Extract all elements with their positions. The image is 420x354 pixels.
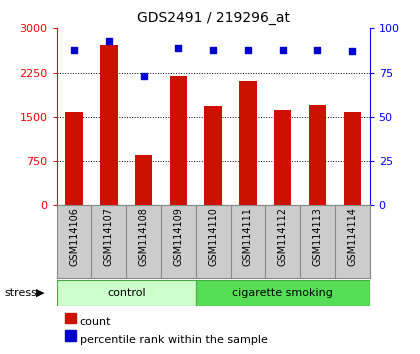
Point xyxy=(210,47,217,52)
Point xyxy=(71,47,77,52)
Text: percentile rank within the sample: percentile rank within the sample xyxy=(80,335,268,345)
Text: ▶: ▶ xyxy=(36,288,44,298)
Title: GDS2491 / 219296_at: GDS2491 / 219296_at xyxy=(136,11,290,24)
Bar xyxy=(135,155,152,205)
FancyBboxPatch shape xyxy=(57,280,196,306)
Text: GSM114112: GSM114112 xyxy=(278,207,288,267)
Bar xyxy=(239,81,257,205)
Point xyxy=(140,73,147,79)
Bar xyxy=(274,110,291,205)
Text: GSM114111: GSM114111 xyxy=(243,207,253,266)
Text: GSM114106: GSM114106 xyxy=(69,207,79,266)
Point xyxy=(349,48,356,54)
Bar xyxy=(100,45,118,205)
Point xyxy=(314,47,321,52)
Text: control: control xyxy=(107,288,146,298)
Text: stress: stress xyxy=(4,288,37,298)
Text: GSM114108: GSM114108 xyxy=(139,207,149,266)
Text: GSM114107: GSM114107 xyxy=(104,207,114,267)
Point xyxy=(279,47,286,52)
Text: GSM114113: GSM114113 xyxy=(312,207,323,266)
Bar xyxy=(344,112,361,205)
Bar xyxy=(66,112,83,205)
Bar xyxy=(309,105,326,205)
Point xyxy=(175,45,182,51)
Point xyxy=(244,47,251,52)
Text: GSM114110: GSM114110 xyxy=(208,207,218,266)
Text: cigarette smoking: cigarette smoking xyxy=(232,288,333,298)
Point xyxy=(105,38,112,44)
Bar xyxy=(205,106,222,205)
Bar xyxy=(170,75,187,205)
Text: GSM114114: GSM114114 xyxy=(347,207,357,266)
FancyBboxPatch shape xyxy=(196,280,370,306)
Text: count: count xyxy=(80,318,111,327)
Text: GSM114109: GSM114109 xyxy=(173,207,184,266)
